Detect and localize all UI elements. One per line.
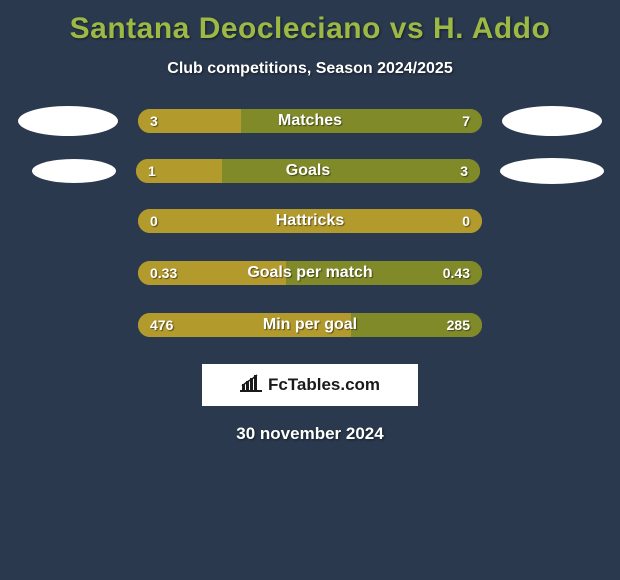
stat-bar: 0.330.43Goals per match [138,261,482,285]
side-blank [502,310,602,340]
stat-row: 37Matches [0,106,620,136]
team-right-oval [500,158,604,184]
chart-icon [240,374,262,397]
stat-bar-right-fill [241,109,482,133]
stat-row: 476285Min per goal [0,310,620,340]
date-label: 30 november 2024 [236,424,383,444]
stat-bar-left-fill [138,261,286,285]
side-blank [18,310,118,340]
stat-rows: 37Matches 13Goals 00Hattricks 0.330.43Goals… [0,106,620,340]
stat-row: 13Goals [0,158,620,184]
team-left-oval [18,106,118,136]
stat-bar-right-fill [222,159,480,183]
brand-text: FcTables.com [268,375,380,395]
page-title: Santana Deocleciano vs H. Addo [70,12,551,46]
stat-bar-right-fill [286,261,482,285]
team-right-oval [502,106,602,136]
stat-bar: 37Matches [138,109,482,133]
stat-bar-right-fill [351,313,482,337]
stat-bar: 13Goals [136,159,480,183]
subtitle: Club competitions, Season 2024/2025 [167,60,452,78]
team-left-oval [32,159,116,183]
stat-bar: 476285Min per goal [138,313,482,337]
side-blank [18,206,118,236]
stat-bar-left-fill [138,109,241,133]
side-blank [18,258,118,288]
stat-bar-left-fill [136,159,222,183]
stat-row: 0.330.43Goals per match [0,258,620,288]
stat-bar: 00Hattricks [138,209,482,233]
comparison-card: Santana Deocleciano vs H. Addo Club comp… [0,0,620,444]
stat-bar-left-fill [138,209,482,233]
side-blank [502,206,602,236]
brand-box[interactable]: FcTables.com [202,364,418,406]
side-blank [502,258,602,288]
stat-row: 00Hattricks [0,206,620,236]
stat-bar-left-fill [138,313,351,337]
